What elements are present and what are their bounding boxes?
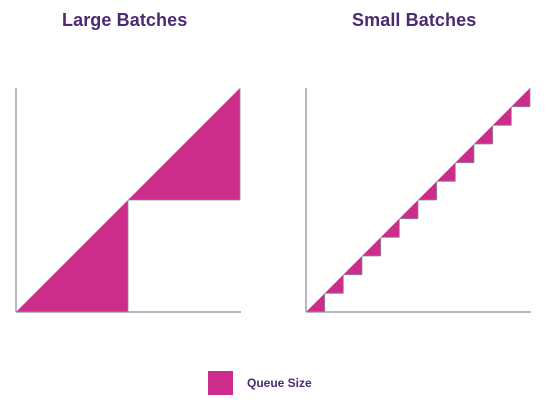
small-queue-triangle-10 [474,125,493,144]
large-queue-triangle-1 [16,200,128,312]
small-batches-panel [305,88,531,313]
small-queue-triangle-9 [455,144,474,163]
small-queue-triangle-7 [418,181,437,200]
small-queue-triangle-3 [343,256,362,275]
large-queue-triangle-2 [128,88,240,200]
legend-label: Queue Size [247,376,312,390]
small-queue-triangle-12 [511,88,530,107]
small-queue-triangle-8 [436,162,456,182]
small-queue-triangle-2 [324,274,344,294]
legend: Queue Size [208,371,312,395]
legend-swatch [208,371,233,395]
small-queue-triangle-5 [380,218,400,238]
large-step-outline [127,88,241,312]
small-step-outline [324,88,531,312]
large-batches-panel [15,88,241,313]
small-batches-title: Small Batches [352,10,477,30]
small-queue-triangle-4 [362,237,381,256]
small-queue-triangle-1 [306,293,325,312]
large-batches-title: Large Batches [62,10,188,30]
small-queue-triangle-11 [492,106,512,126]
small-queue-triangle-6 [399,200,418,219]
